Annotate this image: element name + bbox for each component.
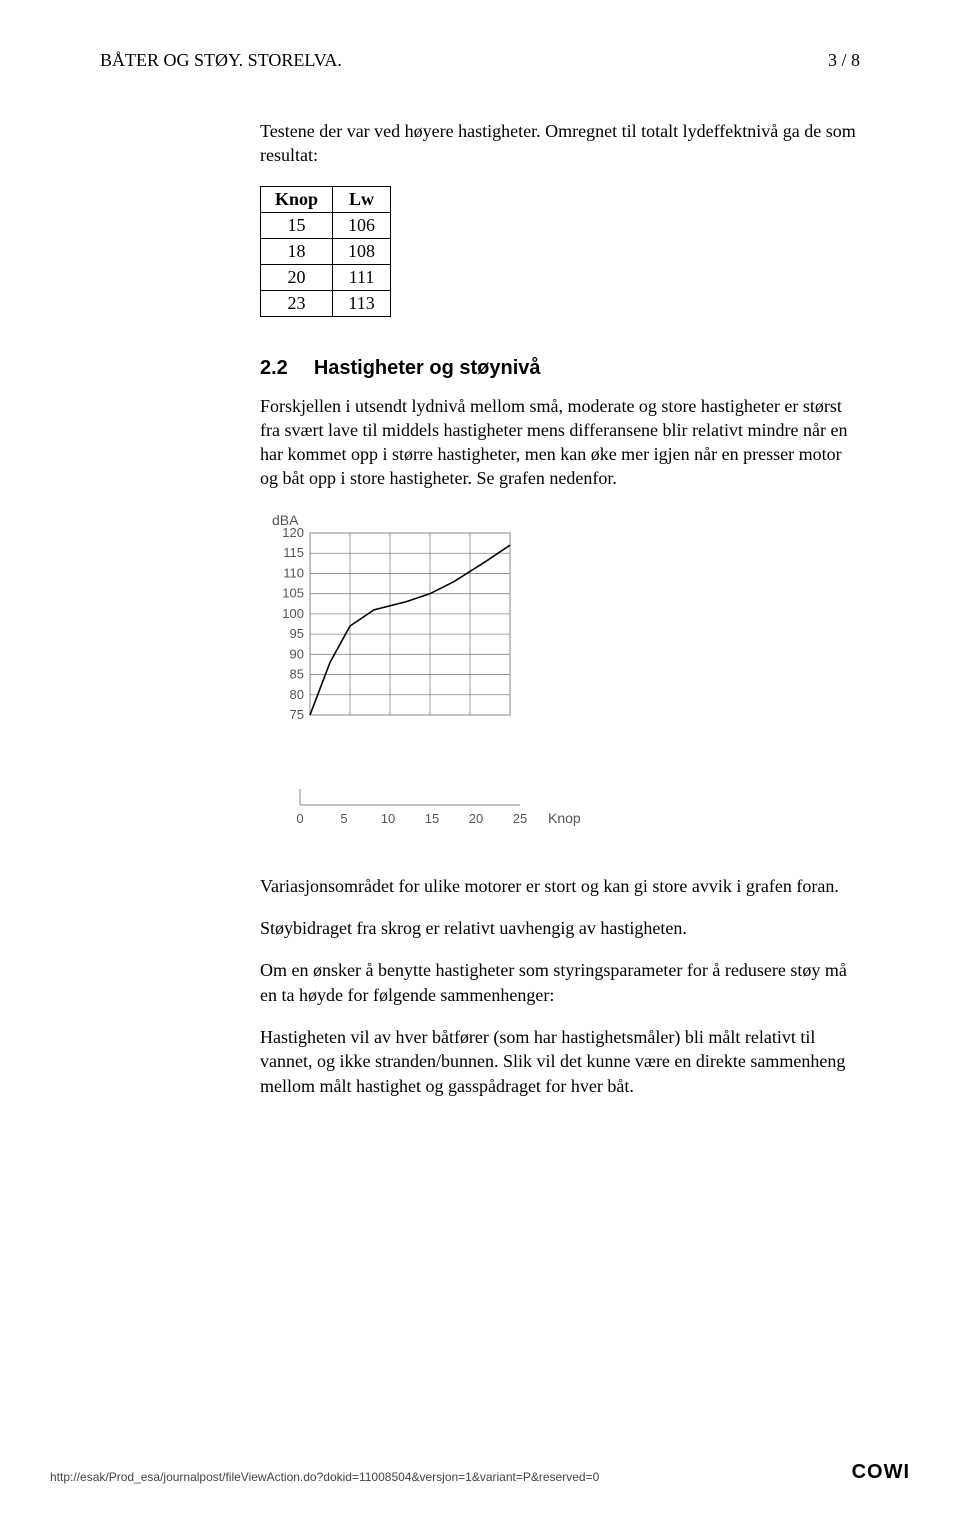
- cell: 113: [333, 290, 391, 316]
- speed-noise-chart: dBA12011511010510095908580750510152025Kn…: [260, 509, 580, 839]
- svg-text:75: 75: [290, 707, 304, 722]
- svg-text:10: 10: [381, 811, 395, 826]
- table-header-row: Knop Lw: [261, 186, 391, 212]
- svg-text:115: 115: [283, 545, 304, 560]
- table-row: 23 113: [261, 290, 391, 316]
- svg-text:20: 20: [469, 811, 483, 826]
- chart-container: dBA12011511010510095908580750510152025Kn…: [260, 509, 860, 844]
- svg-text:90: 90: [290, 646, 304, 661]
- table-row: 20 111: [261, 264, 391, 290]
- cell: 108: [333, 238, 391, 264]
- svg-text:0: 0: [296, 811, 303, 826]
- svg-text:120: 120: [282, 525, 304, 540]
- col-knop: Knop: [261, 186, 333, 212]
- svg-text:Knop: Knop: [548, 810, 580, 826]
- col-lw: Lw: [333, 186, 391, 212]
- footer-logo: COWI: [852, 1461, 910, 1484]
- cell: 23: [261, 290, 333, 316]
- cell: 106: [333, 212, 391, 238]
- intro-text: Testene der var ved høyere hastigheter. …: [260, 119, 860, 168]
- page-footer: http://esak/Prod_esa/journalpost/fileVie…: [50, 1461, 910, 1484]
- section-body: Forskjellen i utsendt lydnivå mellom små…: [260, 394, 860, 491]
- header-left: BÅTER OG STØY. STORELVA.: [100, 50, 342, 71]
- content-column: Testene der var ved høyere hastigheter. …: [260, 119, 860, 1098]
- cell: 20: [261, 264, 333, 290]
- section-heading: 2.2 Hastigheter og støynivå: [260, 357, 860, 380]
- svg-text:5: 5: [340, 811, 347, 826]
- svg-text:15: 15: [425, 811, 439, 826]
- knop-table: Knop Lw 15 106 18 108 20 111 23: [260, 186, 391, 317]
- cell: 15: [261, 212, 333, 238]
- footer-url: http://esak/Prod_esa/journalpost/fileVie…: [50, 1470, 599, 1484]
- svg-text:80: 80: [290, 687, 304, 702]
- page-header: BÅTER OG STØY. STORELVA. 3 / 8: [100, 50, 860, 71]
- section-number: 2.2: [260, 357, 288, 380]
- svg-text:110: 110: [283, 565, 304, 580]
- para-hastighet: Hastigheten vil av hver båtfører (som ha…: [260, 1025, 860, 1098]
- para-variation: Variasjonsområdet for ulike motorer er s…: [260, 874, 860, 898]
- para-skrog: Støybidraget fra skrog er relativt uavhe…: [260, 916, 860, 940]
- svg-text:105: 105: [282, 585, 304, 600]
- svg-text:85: 85: [290, 666, 304, 681]
- cell: 18: [261, 238, 333, 264]
- svg-text:95: 95: [290, 626, 304, 641]
- table-row: 15 106: [261, 212, 391, 238]
- cell: 111: [333, 264, 391, 290]
- section-title: Hastigheter og støynivå: [314, 357, 541, 380]
- page: BÅTER OG STØY. STORELVA. 3 / 8 Testene d…: [0, 0, 960, 1516]
- table-row: 18 108: [261, 238, 391, 264]
- header-right: 3 / 8: [828, 50, 860, 71]
- para-om: Om en ønsker å benytte hastigheter som s…: [260, 958, 860, 1007]
- svg-text:100: 100: [282, 606, 304, 621]
- svg-text:25: 25: [513, 811, 527, 826]
